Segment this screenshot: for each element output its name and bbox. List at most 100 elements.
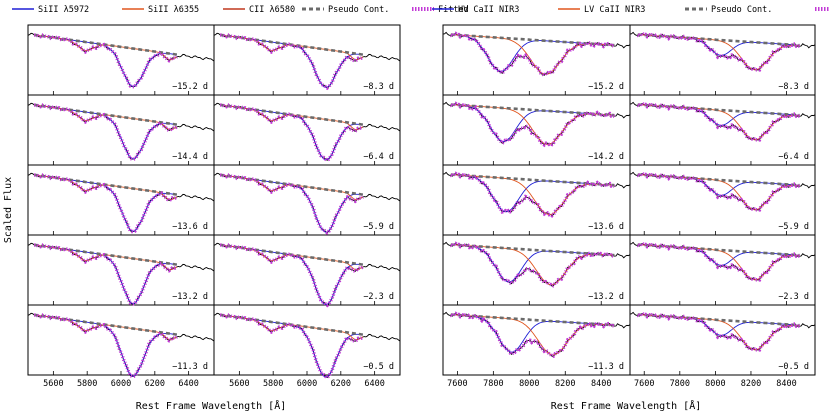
- x-tick-label-0-1-0: 5600: [229, 379, 249, 389]
- observed-spectrum-0-0-1: [27, 102, 215, 160]
- phase-label-0-0-2: −13.6 d: [172, 222, 208, 232]
- phase-label-0-1-1: −6.4 d: [363, 152, 394, 162]
- phase-label-0-1-2: −5.9 d: [363, 222, 394, 232]
- y-axis-label: Scaled Flux: [3, 177, 14, 243]
- pseudo-continuum-1-1-3: [637, 243, 800, 257]
- observed-spectrum-1-0-2: [442, 171, 631, 217]
- component-b-1-1-0: [637, 34, 800, 71]
- component-b-1-1-1: [637, 104, 800, 141]
- pseudo-continuum-0-1-2: [220, 173, 363, 196]
- x-tick-label-1-0-2: 8000: [519, 379, 539, 389]
- fitted-model-0-1-2: [219, 173, 364, 235]
- observed-spectrum-0-0-0: [27, 32, 215, 88]
- phase-label-0-0-0: −15.2 d: [172, 82, 208, 92]
- pseudo-continuum-1-1-2: [637, 173, 800, 187]
- phase-label-0-1-4: −0.5 d: [363, 362, 394, 372]
- fitted-model-1-1-4: [636, 311, 800, 352]
- phase-label-0-1-0: −8.3 d: [363, 82, 394, 92]
- subplot-frame-1-1-4: [629, 304, 816, 376]
- pseudo-continuum-1-0-4: [450, 313, 615, 327]
- pseudo-continuum-0-1-0: [220, 33, 363, 56]
- phase-label-1-0-3: −13.2 d: [588, 292, 624, 302]
- fitted-model-0-1-4: [219, 313, 364, 380]
- x-tick-label-0-0-1: 5800: [77, 379, 97, 389]
- component-b-1-0-3: [450, 244, 615, 286]
- pseudo-continuum-0-1-4: [220, 313, 363, 336]
- pseudo-continuum-1-1-1: [637, 103, 800, 117]
- component-a-0-0-0: [34, 34, 177, 87]
- labels-layer: Scaled Flux Rest Frame Wavelength [Å] Re…: [3, 82, 809, 412]
- x-tick-label-0-0-4: 6400: [178, 379, 198, 389]
- phase-label-1-1-0: −8.3 d: [778, 82, 809, 92]
- x-tick-label-1-0-3: 8200: [555, 379, 575, 389]
- x-tick-label-1-0-1: 7800: [483, 379, 503, 389]
- phase-label-0-0-1: −14.4 d: [172, 152, 208, 162]
- x-tick-label-0-1-2: 6000: [297, 379, 317, 389]
- fitted-model-1-1-3: [636, 241, 800, 282]
- legend-label-1-2: Pseudo Cont.: [711, 5, 772, 15]
- legend-layer: SiII λ5972 SiII λ6355 CII λ6580 Pseudo Cont…: [12, 5, 830, 15]
- pseudo-continuum-1-1-4: [637, 313, 800, 327]
- component-a-0-1-0: [220, 34, 363, 88]
- fitted-model-0-0-4: [33, 313, 178, 379]
- legend-label-0-1: SiII λ6355: [148, 5, 199, 15]
- component-b-1-0-4: [450, 314, 615, 356]
- component-a-1-0-4: [450, 314, 615, 353]
- fitted-model-0-1-1: [219, 103, 364, 163]
- legend-label-0-4: Fitted: [438, 5, 469, 15]
- phase-label-0-0-3: −13.2 d: [172, 292, 208, 302]
- x-tick-label-1-1-2: 8000: [705, 379, 725, 389]
- component-b-1-0-1: [450, 104, 615, 145]
- legend-label-0-0: SiII λ5972: [38, 5, 89, 15]
- fitted-model-0-0-0: [33, 33, 178, 89]
- observed-spectrum-1-0-0: [442, 31, 631, 76]
- component-a-0-0-1: [34, 104, 177, 160]
- fitted-model-0-1-0: [219, 33, 364, 91]
- legend-label-1-0: HV CaII NIR3: [458, 5, 519, 15]
- phase-label-1-0-2: −13.6 d: [588, 222, 624, 232]
- component-b-1-0-2: [450, 174, 615, 215]
- fitted-model-1-0-4: [449, 311, 615, 359]
- x-tick-label-1-1-3: 8200: [741, 379, 761, 389]
- observed-spectrum-1-0-1: [442, 101, 631, 146]
- pseudo-continuum-0-0-0: [34, 33, 177, 56]
- phase-label-1-1-3: −2.3 d: [778, 292, 809, 302]
- fitted-model-1-1-0: [636, 31, 800, 72]
- pseudo-continuum-0-1-3: [220, 243, 363, 266]
- x-tick-label-0-1-1: 5800: [263, 379, 283, 389]
- x-tick-label-1-0-0: 7600: [447, 379, 467, 389]
- pseudo-continuum-0-0-3: [34, 243, 177, 266]
- legend-label-0-2: CII λ6580: [249, 5, 295, 15]
- component-a-1-0-2: [450, 174, 615, 213]
- observed-spectrum-0-1-0: [213, 32, 401, 89]
- x-tick-label-0-0-2: 6000: [111, 379, 131, 389]
- fitted-model-1-0-0: [449, 31, 615, 78]
- x-tick-label-1-0-4: 8400: [591, 379, 611, 389]
- legend-label-0-3: Pseudo Cont.: [328, 5, 389, 15]
- phase-label-1-0-4: −11.3 d: [588, 362, 624, 372]
- x-tick-label-1-1-0: 7600: [634, 379, 654, 389]
- phase-label-1-0-0: −15.2 d: [588, 82, 624, 92]
- phase-label-0-1-3: −2.3 d: [363, 292, 394, 302]
- x-axis-label-right: Rest Frame Wavelength [Å]: [551, 399, 702, 412]
- component-b-1-1-3: [637, 244, 800, 281]
- component-b-1-1-2: [637, 174, 800, 211]
- fitted-model-1-1-2: [636, 171, 800, 212]
- pseudo-continuum-0-0-2: [34, 173, 177, 196]
- pseudo-continuum-1-1-0: [637, 33, 800, 47]
- curves-layer: [27, 31, 816, 380]
- phase-label-1-1-4: −0.5 d: [778, 362, 809, 372]
- legend-label-1-1: LV CaII NIR3: [584, 5, 645, 15]
- x-tick-label-1-1-4: 8400: [776, 379, 796, 389]
- x-tick-label-0-1-4: 6400: [364, 379, 384, 389]
- x-tick-label-1-1-1: 7800: [670, 379, 690, 389]
- pseudo-continuum-0-0-1: [34, 103, 177, 126]
- pseudo-continuum-1-0-3: [450, 243, 615, 257]
- fitted-model-1-0-1: [449, 101, 615, 148]
- phase-label-0-0-4: −11.3 d: [172, 362, 208, 372]
- x-axis-label-left: Rest Frame Wavelength [Å]: [136, 399, 287, 412]
- pseudo-continuum-1-0-2: [450, 173, 615, 187]
- pseudo-continuum-1-0-1: [450, 103, 615, 117]
- x-tick-label-0-1-3: 6200: [331, 379, 351, 389]
